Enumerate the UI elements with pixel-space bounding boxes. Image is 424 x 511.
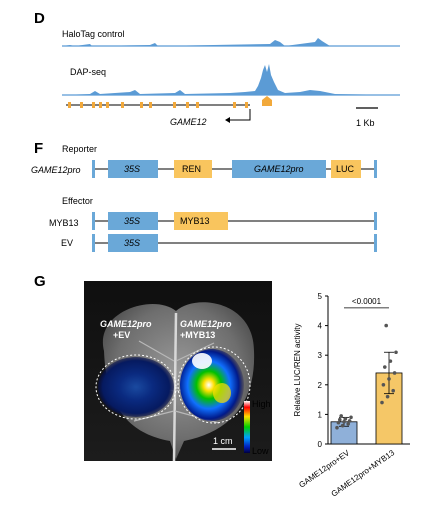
reporter-box-35s bbox=[108, 160, 158, 178]
panel-d-letter: D bbox=[34, 10, 45, 27]
reporter-label-game12pro: GAME12pro bbox=[254, 164, 304, 174]
data-point bbox=[347, 419, 352, 423]
data-point bbox=[391, 388, 395, 393]
y-tick-label: 1 bbox=[318, 410, 323, 419]
data-point bbox=[349, 415, 353, 420]
reporter-box-luc bbox=[331, 160, 361, 178]
effector-ev-box-35s bbox=[108, 234, 158, 252]
reporter-label-35s: 35S bbox=[124, 164, 141, 174]
halotag-track bbox=[62, 38, 400, 47]
data-point bbox=[342, 420, 346, 424]
effector-myb13-label-35s: 35S bbox=[124, 216, 141, 226]
data-point bbox=[388, 359, 393, 363]
data-point bbox=[384, 323, 388, 328]
data-point bbox=[381, 383, 386, 387]
panel-f-constructs bbox=[92, 160, 377, 252]
data-point bbox=[392, 371, 397, 375]
scale-label: 1 Kb bbox=[356, 118, 375, 128]
reporter-label-luc: LUC bbox=[336, 164, 355, 174]
reporter-label-ren: REN bbox=[182, 164, 202, 174]
y-tick-label: 5 bbox=[318, 292, 323, 301]
effector-ev-label-35s: 35S bbox=[124, 238, 141, 248]
data-point bbox=[380, 400, 384, 405]
effector-ev-name: EV bbox=[61, 238, 74, 248]
leaf-image bbox=[84, 281, 272, 461]
y-tick-label: 3 bbox=[318, 351, 323, 360]
effector-title: Effector bbox=[62, 196, 93, 206]
reporter-box-ren bbox=[174, 160, 212, 178]
data-point bbox=[385, 394, 390, 399]
reporter-name: GAME12pro bbox=[31, 165, 81, 175]
leaf-label-right-1: GAME12pro bbox=[180, 319, 232, 329]
leaf-label-right-2: +MYB13 bbox=[180, 330, 216, 340]
effector-myb13-box-35s bbox=[108, 212, 158, 230]
leaf-label-left-1: GAME12pro bbox=[100, 319, 152, 329]
leaf-label-left-2: +EV bbox=[113, 330, 131, 340]
data-point bbox=[338, 417, 342, 422]
data-point bbox=[383, 365, 387, 369]
effector-myb13-name: MYB13 bbox=[49, 218, 79, 228]
data-point bbox=[335, 425, 339, 430]
gene-model bbox=[66, 96, 378, 123]
track-dapseq-label: DAP-seq bbox=[70, 67, 107, 77]
data-point bbox=[394, 350, 398, 355]
data-point bbox=[339, 414, 343, 418]
y-tick-label: 2 bbox=[318, 381, 323, 390]
gene-label: GAME12 bbox=[170, 117, 207, 127]
reporter-title: Reporter bbox=[62, 144, 98, 154]
effector-myb13-box-myb13 bbox=[174, 212, 228, 230]
panel-d-tracks bbox=[62, 38, 400, 123]
data-point bbox=[387, 377, 391, 381]
data-point bbox=[343, 417, 348, 421]
colorbar-low-label: Low bbox=[252, 446, 269, 456]
effector-myb13-label-myb13: MYB13 bbox=[180, 216, 210, 226]
panel-g-letter: G bbox=[34, 273, 46, 290]
significance-label: <0.0001 bbox=[352, 297, 382, 306]
y-axis-label: Relative LUC/REN activity bbox=[293, 324, 302, 417]
reporter-box-game12pro bbox=[232, 160, 326, 178]
colorbar-high-label: High bbox=[252, 399, 271, 409]
panel-f-letter: F bbox=[34, 140, 44, 157]
y-tick-label: 0 bbox=[318, 440, 323, 449]
scalebar-label: 1 cm bbox=[213, 436, 233, 446]
data-point bbox=[340, 423, 345, 428]
data-point bbox=[336, 420, 341, 425]
data-point bbox=[346, 422, 350, 426]
y-tick-label: 4 bbox=[318, 322, 323, 331]
dapseq-track bbox=[62, 64, 400, 96]
track-halotag-label: HaloTag control bbox=[62, 29, 125, 39]
